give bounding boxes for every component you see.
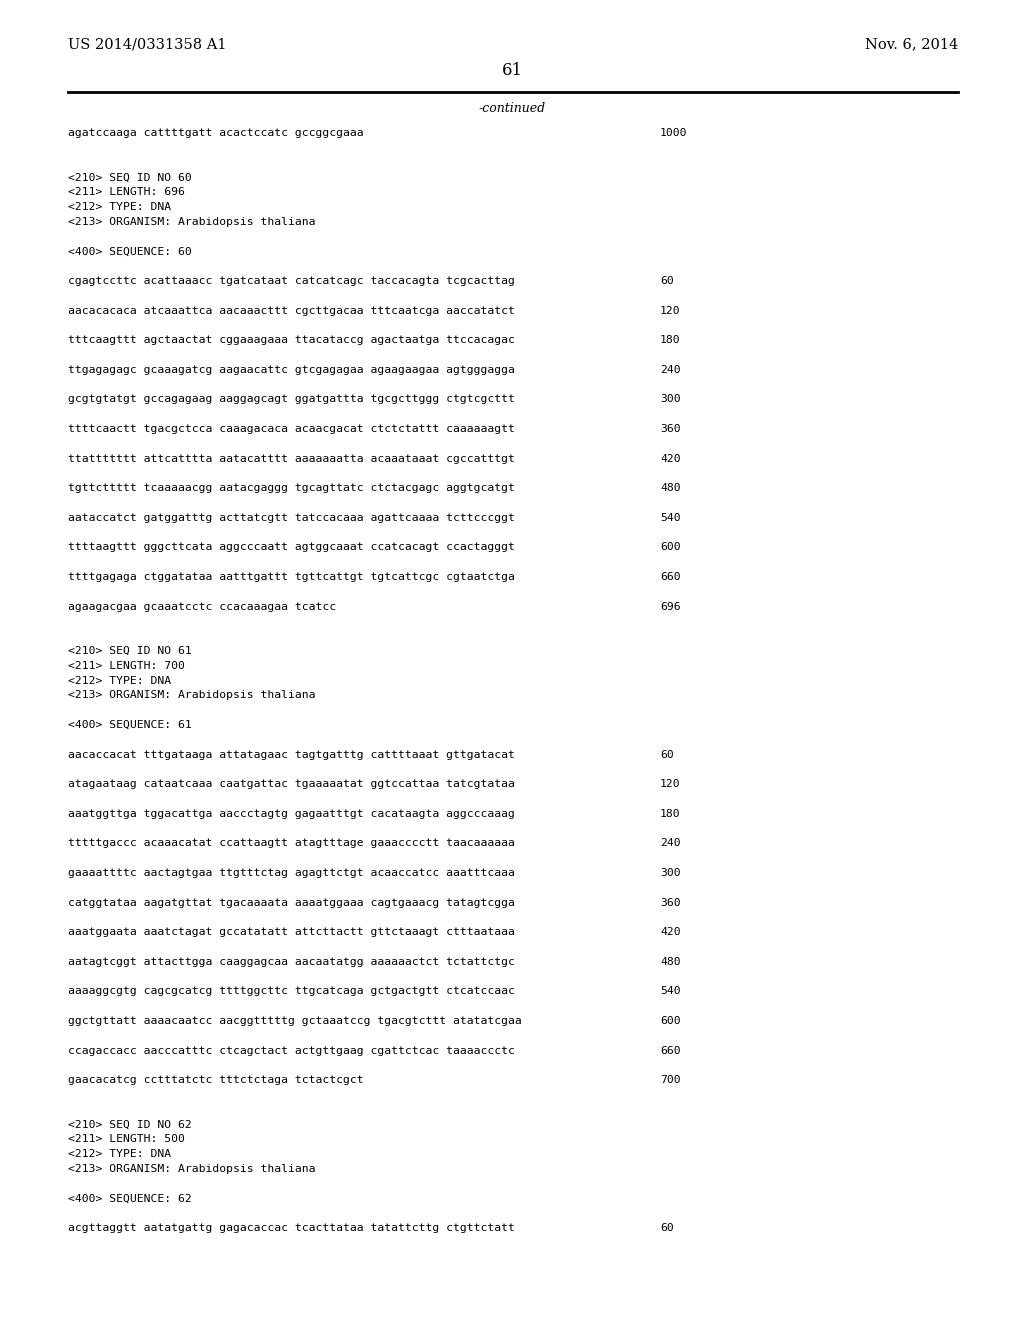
Text: 480: 480 xyxy=(660,483,681,494)
Text: ttttcaactt tgacgctcca caaagacaca acaacgacat ctctctattt caaaaaagtt: ttttcaactt tgacgctcca caaagacaca acaacga… xyxy=(68,424,515,434)
Text: agatccaaga cattttgatt acactccatc gccggcgaaa: agatccaaga cattttgatt acactccatc gccggcg… xyxy=(68,128,364,139)
Text: ttttaagttt gggcttcata aggcccaatt agtggcaaat ccatcacagt ccactagggt: ttttaagttt gggcttcata aggcccaatt agtggca… xyxy=(68,543,515,552)
Text: 60: 60 xyxy=(660,1224,674,1233)
Text: ccagaccacc aacccatttc ctcagctact actgttgaag cgattctcac taaaaccctc: ccagaccacc aacccatttc ctcagctact actgttg… xyxy=(68,1045,515,1056)
Text: <400> SEQUENCE: 61: <400> SEQUENCE: 61 xyxy=(68,719,191,730)
Text: Nov. 6, 2014: Nov. 6, 2014 xyxy=(864,37,958,51)
Text: tttcaagttt agctaactat cggaaagaaa ttacataccg agactaatga ttccacagac: tttcaagttt agctaactat cggaaagaaa ttacata… xyxy=(68,335,515,346)
Text: 61: 61 xyxy=(502,62,522,79)
Text: gaacacatcg cctttatctc tttctctaga tctactcgct: gaacacatcg cctttatctc tttctctaga tctactc… xyxy=(68,1076,364,1085)
Text: -continued: -continued xyxy=(478,102,546,115)
Text: ttgagagagc gcaaagatcg aagaacattc gtcgagagaa agaagaagaa agtgggagga: ttgagagagc gcaaagatcg aagaacattc gtcgaga… xyxy=(68,364,515,375)
Text: cgagtccttc acattaaacc tgatcataat catcatcagc taccacagta tcgcacttag: cgagtccttc acattaaacc tgatcataat catcatc… xyxy=(68,276,515,286)
Text: catggtataa aagatgttat tgacaaaata aaaatggaaa cagtgaaacg tatagtcgga: catggtataa aagatgttat tgacaaaata aaaatgg… xyxy=(68,898,515,908)
Text: <400> SEQUENCE: 62: <400> SEQUENCE: 62 xyxy=(68,1193,191,1204)
Text: acgttaggtt aatatgattg gagacaccac tcacttataa tatattcttg ctgttctatt: acgttaggtt aatatgattg gagacaccac tcactta… xyxy=(68,1224,515,1233)
Text: 420: 420 xyxy=(660,454,681,463)
Text: aatagtcggt attacttgga caaggagcaa aacaatatgg aaaaaactct tctattctgc: aatagtcggt attacttgga caaggagcaa aacaata… xyxy=(68,957,515,966)
Text: 700: 700 xyxy=(660,1076,681,1085)
Text: 60: 60 xyxy=(660,750,674,759)
Text: <211> LENGTH: 696: <211> LENGTH: 696 xyxy=(68,187,185,197)
Text: 180: 180 xyxy=(660,335,681,346)
Text: aacaccacat tttgataaga attatagaac tagtgatttg cattttaaat gttgatacat: aacaccacat tttgataaga attatagaac tagtgat… xyxy=(68,750,515,759)
Text: <213> ORGANISM: Arabidopsis thaliana: <213> ORGANISM: Arabidopsis thaliana xyxy=(68,690,315,701)
Text: <400> SEQUENCE: 60: <400> SEQUENCE: 60 xyxy=(68,247,191,256)
Text: <211> LENGTH: 500: <211> LENGTH: 500 xyxy=(68,1134,185,1144)
Text: <212> TYPE: DNA: <212> TYPE: DNA xyxy=(68,676,171,685)
Text: aacacacaca atcaaattca aacaaacttt cgcttgacaa tttcaatcga aaccatatct: aacacacaca atcaaattca aacaaacttt cgcttga… xyxy=(68,306,515,315)
Text: <211> LENGTH: 700: <211> LENGTH: 700 xyxy=(68,661,185,671)
Text: 600: 600 xyxy=(660,1016,681,1026)
Text: 540: 540 xyxy=(660,512,681,523)
Text: atagaataag cataatcaaa caatgattac tgaaaaatat ggtccattaa tatcgtataa: atagaataag cataatcaaa caatgattac tgaaaaa… xyxy=(68,779,515,789)
Text: <212> TYPE: DNA: <212> TYPE: DNA xyxy=(68,202,171,213)
Text: ggctgttatt aaaacaatcc aacggtttttg gctaaatccg tgacgtcttt atatatcgaa: ggctgttatt aaaacaatcc aacggtttttg gctaaa… xyxy=(68,1016,522,1026)
Text: ttattttttt attcatttta aatacatttt aaaaaaatta acaaataaat cgccatttgt: ttattttttt attcatttta aatacatttt aaaaaaa… xyxy=(68,454,515,463)
Text: gaaaattttc aactagtgaa ttgtttctag agagttctgt acaaccatcc aaatttcaaa: gaaaattttc aactagtgaa ttgtttctag agagttc… xyxy=(68,869,515,878)
Text: <212> TYPE: DNA: <212> TYPE: DNA xyxy=(68,1150,171,1159)
Text: 660: 660 xyxy=(660,1045,681,1056)
Text: US 2014/0331358 A1: US 2014/0331358 A1 xyxy=(68,37,226,51)
Text: 696: 696 xyxy=(660,602,681,611)
Text: 1000: 1000 xyxy=(660,128,687,139)
Text: tgttcttttt tcaaaaacgg aatacgaggg tgcagttatc ctctacgagc aggtgcatgt: tgttcttttt tcaaaaacgg aatacgaggg tgcagtt… xyxy=(68,483,515,494)
Text: ttttgagaga ctggatataa aatttgattt tgttcattgt tgtcattcgc cgtaatctga: ttttgagaga ctggatataa aatttgattt tgttcat… xyxy=(68,572,515,582)
Text: <210> SEQ ID NO 60: <210> SEQ ID NO 60 xyxy=(68,173,191,182)
Text: <210> SEQ ID NO 61: <210> SEQ ID NO 61 xyxy=(68,645,191,656)
Text: 300: 300 xyxy=(660,395,681,404)
Text: aaaaggcgtg cagcgcatcg ttttggcttc ttgcatcaga gctgactgtt ctcatccaac: aaaaggcgtg cagcgcatcg ttttggcttc ttgcatc… xyxy=(68,986,515,997)
Text: 120: 120 xyxy=(660,779,681,789)
Text: 60: 60 xyxy=(660,276,674,286)
Text: aaatggttga tggacattga aaccctagtg gagaatttgt cacataagta aggcccaaag: aaatggttga tggacattga aaccctagtg gagaatt… xyxy=(68,809,515,818)
Text: 660: 660 xyxy=(660,572,681,582)
Text: 240: 240 xyxy=(660,838,681,849)
Text: 360: 360 xyxy=(660,898,681,908)
Text: 420: 420 xyxy=(660,927,681,937)
Text: 600: 600 xyxy=(660,543,681,552)
Text: 120: 120 xyxy=(660,306,681,315)
Text: 360: 360 xyxy=(660,424,681,434)
Text: 180: 180 xyxy=(660,809,681,818)
Text: 240: 240 xyxy=(660,364,681,375)
Text: <213> ORGANISM: Arabidopsis thaliana: <213> ORGANISM: Arabidopsis thaliana xyxy=(68,216,315,227)
Text: agaagacgaa gcaaatcctc ccacaaagaa tcatcc: agaagacgaa gcaaatcctc ccacaaagaa tcatcc xyxy=(68,602,336,611)
Text: tttttgaccc acaaacatat ccattaagtt atagtttage gaaacccctt taacaaaaaa: tttttgaccc acaaacatat ccattaagtt atagttt… xyxy=(68,838,515,849)
Text: aaatggaata aaatctagat gccatatatt attcttactt gttctaaagt ctttaataaa: aaatggaata aaatctagat gccatatatt attctta… xyxy=(68,927,515,937)
Text: <213> ORGANISM: Arabidopsis thaliana: <213> ORGANISM: Arabidopsis thaliana xyxy=(68,1164,315,1173)
Text: 540: 540 xyxy=(660,986,681,997)
Text: 300: 300 xyxy=(660,869,681,878)
Text: <210> SEQ ID NO 62: <210> SEQ ID NO 62 xyxy=(68,1119,191,1130)
Text: aataccatct gatggatttg acttatcgtt tatccacaaa agattcaaaa tcttcccggt: aataccatct gatggatttg acttatcgtt tatccac… xyxy=(68,512,515,523)
Text: 480: 480 xyxy=(660,957,681,966)
Text: gcgtgtatgt gccagagaag aaggagcagt ggatgattta tgcgcttggg ctgtcgcttt: gcgtgtatgt gccagagaag aaggagcagt ggatgat… xyxy=(68,395,515,404)
